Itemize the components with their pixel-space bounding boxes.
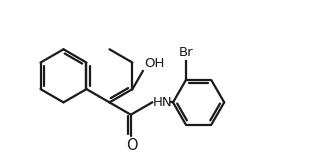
Text: Br: Br	[179, 46, 193, 59]
Text: O: O	[126, 138, 138, 153]
Text: OH: OH	[144, 57, 164, 70]
Text: HN: HN	[153, 96, 173, 109]
